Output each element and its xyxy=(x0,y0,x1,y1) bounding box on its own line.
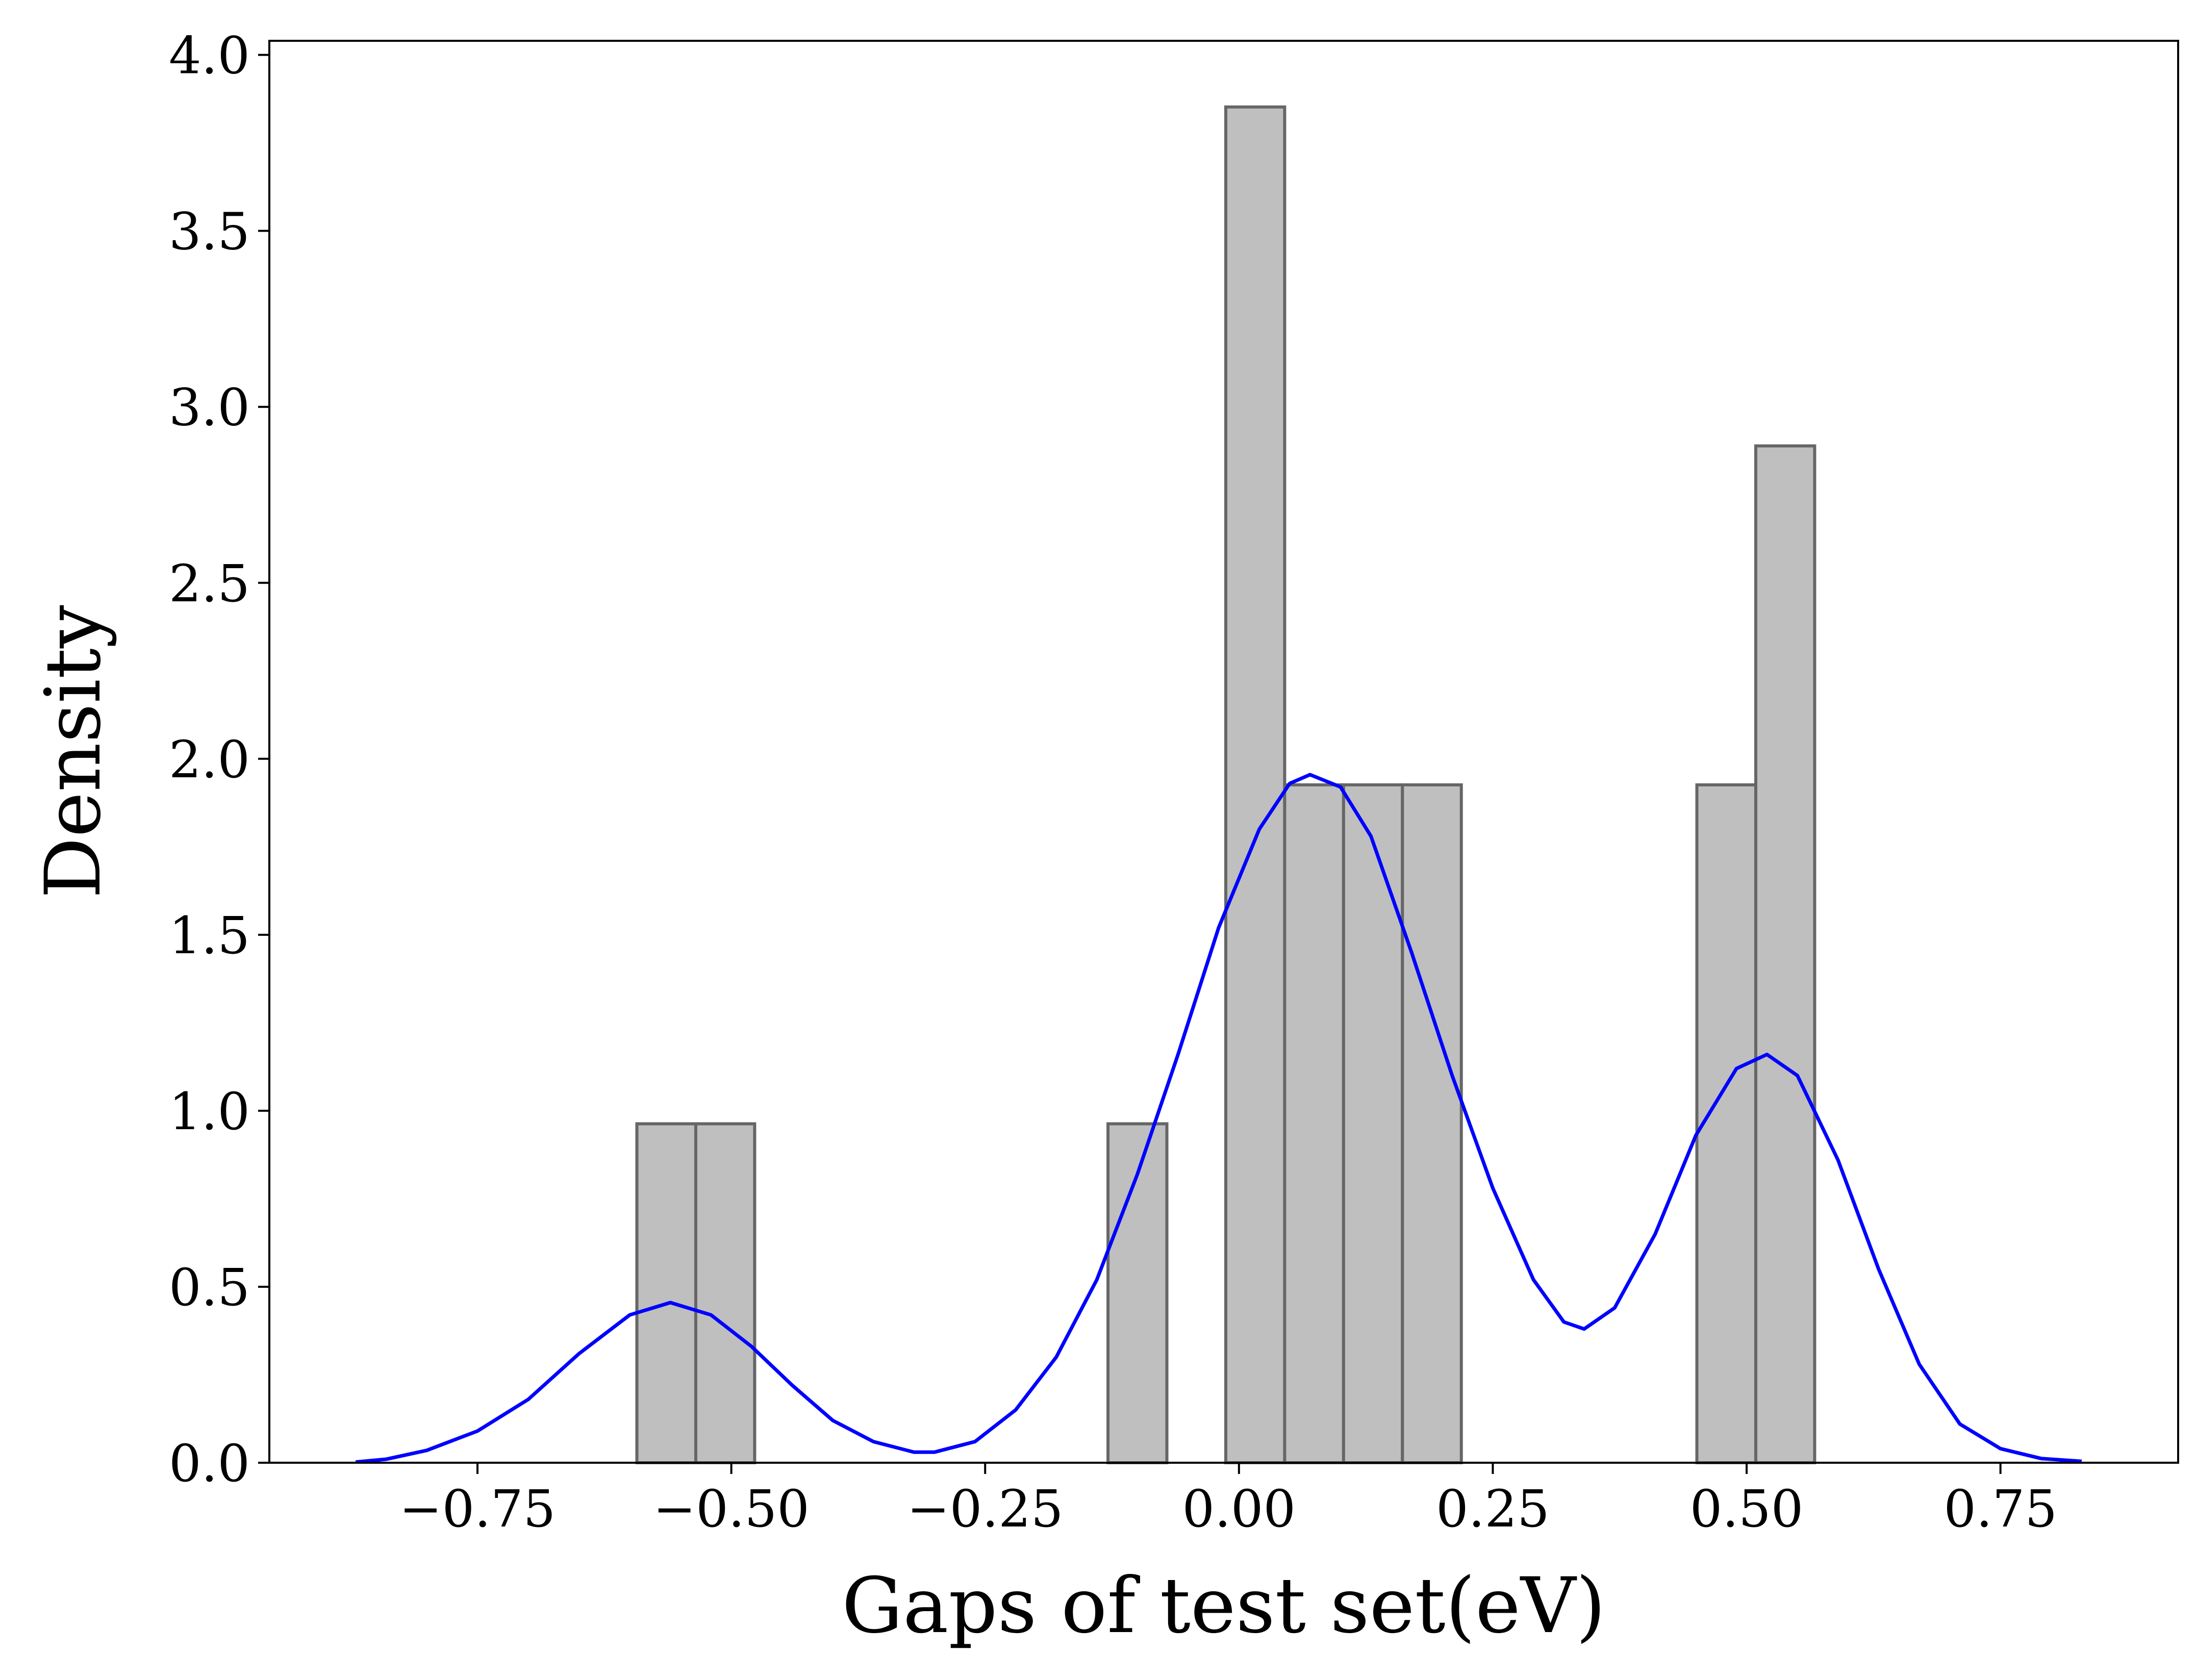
y-tick-label-8: 4.0 xyxy=(169,26,250,86)
y-tick-label-0: 0.0 xyxy=(169,1434,250,1493)
plot-frame xyxy=(268,40,2179,1464)
x-tick-label-1: −0.50 xyxy=(653,1479,809,1539)
histogram-bar-3 xyxy=(1224,105,1286,1465)
y-tick-label-1: 0.5 xyxy=(169,1258,250,1317)
histogram-bar-1 xyxy=(694,1122,756,1464)
histogram-bar-0 xyxy=(635,1122,697,1464)
x-tick-label-3: 0.00 xyxy=(1182,1479,1296,1539)
y-axis-ticks: 0.0 0.5 1.0 1.5 2.0 2.5 3.0 3.5 4.0 xyxy=(169,26,269,1493)
x-axis-label: Gaps of test set(eV) xyxy=(842,1562,1606,1650)
histogram-bar-5 xyxy=(1342,783,1404,1464)
x-tick-label-6: 0.75 xyxy=(1943,1479,2057,1539)
x-axis-ticks: −0.75 −0.50 −0.25 0.00 0.25 0.50 0.75 xyxy=(399,1463,2057,1539)
y-tick-label-5: 2.5 xyxy=(169,554,250,614)
x-tick-label-0: −0.75 xyxy=(399,1479,556,1539)
y-axis-label: Density xyxy=(29,605,118,899)
x-tick-label-2: −0.25 xyxy=(907,1479,1063,1539)
histogram-bars xyxy=(635,105,1816,1465)
y-tick-label-2: 1.0 xyxy=(169,1082,250,1141)
x-tick-label-5: 0.50 xyxy=(1690,1479,1804,1539)
histogram-bar-6 xyxy=(1401,783,1463,1464)
y-tick-label-4: 2.0 xyxy=(169,730,250,790)
histogram-bar-7 xyxy=(1695,783,1757,1464)
x-tick-label-4: 0.25 xyxy=(1436,1479,1550,1539)
y-tick-label-7: 3.5 xyxy=(169,202,250,262)
y-tick-label-3: 1.5 xyxy=(169,906,250,965)
histogram-bar-4 xyxy=(1283,783,1345,1464)
y-tick-label-6: 3.0 xyxy=(169,378,250,438)
kde-curve-group xyxy=(355,773,2082,1464)
kde-curve xyxy=(355,773,2082,1464)
histogram-bar-8 xyxy=(1754,444,1816,1464)
